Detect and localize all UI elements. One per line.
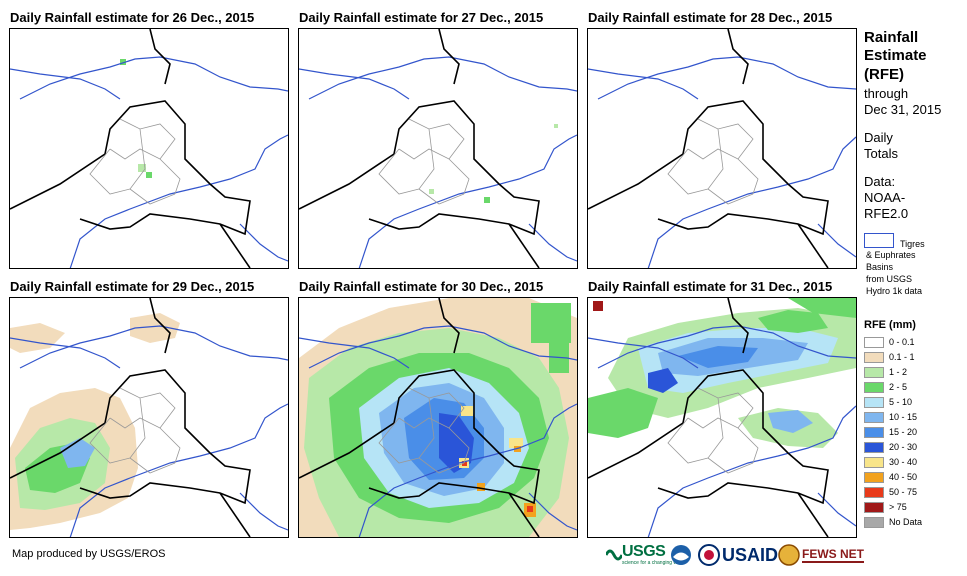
panel-title-26dec: Daily Rainfall estimate for 26 Dec., 201… xyxy=(10,10,255,25)
usaid-seal-icon xyxy=(698,544,720,566)
province-borders xyxy=(89,118,181,205)
legend-swatch xyxy=(864,427,884,438)
legend-swatch-label: No Data xyxy=(889,517,923,527)
rfe-legend-title: RFE (mm) xyxy=(864,319,916,331)
usgs-tagline: science for a changing world xyxy=(622,560,686,566)
legend-swatch xyxy=(864,487,884,498)
legend-swatch-label: 1 - 2 xyxy=(889,367,908,377)
legend-swatch-label: 0 - 0.1 xyxy=(889,337,915,347)
legend-swatch-label: 20 - 30 xyxy=(889,442,918,452)
basin-outline xyxy=(10,325,288,537)
legend-swatch-label: > 75 xyxy=(889,502,907,512)
map-28dec xyxy=(587,28,857,269)
province-borders xyxy=(89,387,181,474)
usgs-wordmark: USGS xyxy=(622,543,666,560)
country-border xyxy=(299,298,540,537)
country-border xyxy=(10,29,251,268)
rain-patches xyxy=(120,59,152,178)
basin-outline xyxy=(588,325,856,537)
country-border xyxy=(588,29,829,268)
basin-swatch xyxy=(864,233,894,248)
legend-swatch-label: 2 - 5 xyxy=(889,382,908,392)
basin-outline xyxy=(10,56,288,268)
legend-data-label: Data: xyxy=(864,174,896,189)
panel-title-31dec: Daily Rainfall estimate for 31 Dec., 201… xyxy=(588,279,833,294)
legend-swatch xyxy=(864,337,884,348)
fewsnet-wordmark: FEWS NET xyxy=(802,547,864,563)
province-borders xyxy=(667,387,759,474)
fewsnet-logo: FEWS NET xyxy=(778,541,864,569)
basin-text-2: & Euphrates xyxy=(866,250,916,260)
usgs-logo: USGS science for a changing world xyxy=(606,541,685,569)
legend-swatch xyxy=(864,502,884,513)
country-border xyxy=(299,29,540,268)
legend-head-3: (RFE) xyxy=(864,66,904,83)
basin-outline xyxy=(299,325,577,537)
legend-swatch xyxy=(864,457,884,468)
rain-patches xyxy=(10,313,180,530)
province-borders xyxy=(378,387,470,474)
legend-swatch-label: 15 - 20 xyxy=(889,427,918,437)
basin-outline xyxy=(588,56,856,268)
legend-swatch xyxy=(864,397,884,408)
noaa-icon xyxy=(671,545,691,565)
legend-totals: Totals xyxy=(864,146,898,161)
map-30dec xyxy=(298,297,578,538)
legend-daily: Daily xyxy=(864,130,893,145)
legend-rfe: RFE2.0 xyxy=(864,206,909,221)
usgs-icon xyxy=(606,549,622,561)
rain-patches xyxy=(429,124,558,203)
panel-title-27dec: Daily Rainfall estimate for 27 Dec., 201… xyxy=(299,10,544,25)
map-29dec xyxy=(9,297,289,538)
map-31dec xyxy=(587,297,857,538)
basin-text-4: from USGS xyxy=(866,274,913,284)
usaid-wordmark: USAID xyxy=(722,544,779,565)
legend-date: Dec 31, 2015 xyxy=(864,102,942,117)
legend-swatch xyxy=(864,517,884,528)
legend-head-1: Rainfall xyxy=(864,29,919,46)
legend-swatch-label: 50 - 75 xyxy=(889,487,918,497)
legend-swatch-label: 40 - 50 xyxy=(889,472,918,482)
panel-title-30dec: Daily Rainfall estimate for 30 Dec., 201… xyxy=(299,279,544,294)
noaa-logo xyxy=(670,541,692,569)
legend-swatch xyxy=(864,352,884,363)
province-borders xyxy=(378,118,470,205)
legend-head-2: Estimate xyxy=(864,47,927,64)
country-border xyxy=(588,298,829,537)
legend-swatch xyxy=(864,367,884,378)
legend-swatch-label: 10 - 15 xyxy=(889,412,918,422)
credit-text: Map produced by USGS/EROS xyxy=(12,548,166,560)
province-borders xyxy=(667,118,759,205)
panel-title-28dec: Daily Rainfall estimate for 28 Dec., 201… xyxy=(588,10,833,25)
legend-through: through xyxy=(864,86,909,101)
map-27dec xyxy=(298,28,578,269)
legend-swatch xyxy=(864,472,884,483)
fewsnet-globe-icon xyxy=(778,544,800,566)
legend-swatch xyxy=(864,442,884,453)
legend-swatch-label: 0.1 - 1 xyxy=(889,352,915,362)
basin-text-1: Tigres xyxy=(900,239,925,249)
legend-noaa: NOAA- xyxy=(864,190,906,205)
legend-swatch xyxy=(864,412,884,423)
rain-patches xyxy=(588,298,856,448)
rain-patches xyxy=(299,298,577,537)
usaid-logo: USAID xyxy=(698,541,778,569)
basin-text-3: Basins xyxy=(866,262,894,272)
basin-text-5: Hydro 1k data xyxy=(866,286,923,296)
panel-title-29dec: Daily Rainfall estimate for 29 Dec., 201… xyxy=(10,279,255,294)
country-border xyxy=(10,298,251,537)
legend-swatch xyxy=(864,382,884,393)
legend-swatch-label: 30 - 40 xyxy=(889,457,918,467)
legend-swatch-label: 5 - 10 xyxy=(889,397,913,407)
map-26dec xyxy=(9,28,289,269)
basin-outline xyxy=(299,56,577,268)
